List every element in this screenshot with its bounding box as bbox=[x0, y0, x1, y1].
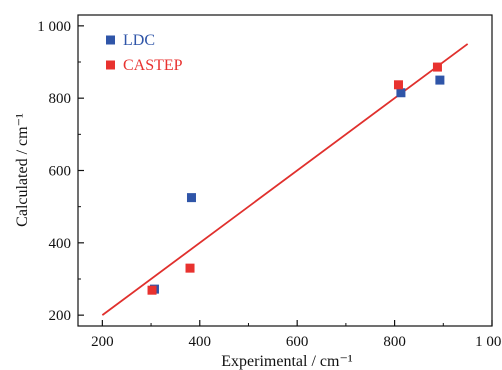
y-tick-label: 800 bbox=[49, 91, 72, 107]
x-tick-label: 600 bbox=[286, 334, 309, 350]
point-castep bbox=[147, 285, 157, 295]
x-tick-label: 1 000 bbox=[475, 334, 502, 350]
x-tick-label: 800 bbox=[383, 334, 406, 350]
y-tick-label: 600 bbox=[49, 164, 72, 180]
legend-label-ldc: LDC bbox=[123, 32, 155, 49]
x-tick-label: 400 bbox=[189, 334, 212, 350]
fit-line bbox=[101, 43, 469, 316]
y-axis: 200 400 600 800 1 000 bbox=[37, 19, 84, 324]
point-ldc bbox=[435, 75, 445, 85]
points-layer bbox=[147, 62, 445, 295]
x-tick-label: 200 bbox=[91, 334, 114, 350]
fit-layer bbox=[101, 43, 469, 316]
y-tick-label: 200 bbox=[49, 308, 72, 324]
legend-marker-castep bbox=[106, 60, 115, 70]
point-ldc bbox=[186, 193, 196, 203]
point-castep bbox=[185, 263, 195, 273]
point-ldc bbox=[396, 88, 406, 98]
point-castep bbox=[432, 62, 442, 72]
y-tick-label: 1 000 bbox=[37, 19, 71, 35]
y-axis-title: Calculated / cm⁻¹ bbox=[14, 113, 31, 227]
x-axis: 200 400 600 800 1 000 bbox=[91, 320, 502, 350]
y-tick-label: 400 bbox=[49, 236, 72, 252]
legend-label-castep: CASTEP bbox=[123, 57, 183, 74]
legend-marker-ldc bbox=[106, 35, 115, 45]
legend: LDC CASTEP bbox=[106, 32, 183, 74]
x-axis-title: Experimental / cm⁻¹ bbox=[221, 353, 353, 370]
point-castep bbox=[393, 80, 403, 90]
